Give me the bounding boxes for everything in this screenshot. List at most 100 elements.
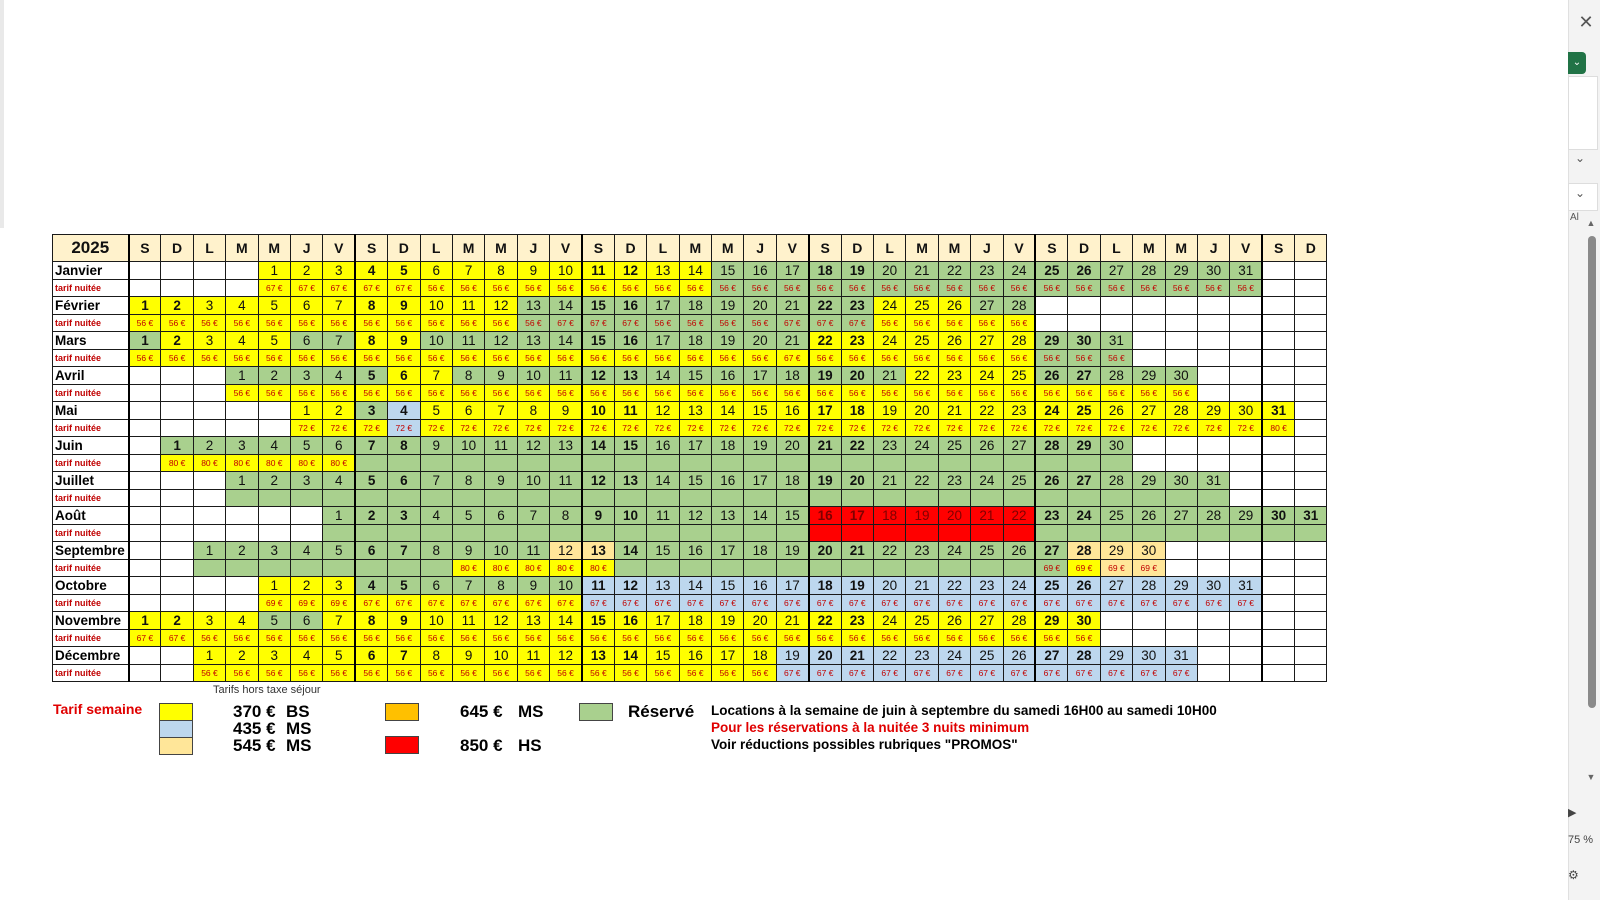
day-cell[interactable]: 10 [580,401,615,420]
day-cell[interactable]: 5 [289,436,324,455]
day-cell[interactable]: 28 [1196,506,1231,525]
day-cell[interactable]: 1 [192,646,227,665]
day-cell[interactable]: 19 [840,576,874,595]
day-cell[interactable]: 8 [419,541,453,560]
day-cell[interactable]: 15 [775,506,810,525]
day-cell[interactable]: 22 [905,366,939,385]
day-cell[interactable]: 29 [1164,261,1198,280]
day-cell[interactable]: 3 [225,436,259,455]
day-cell[interactable]: 16 [775,401,810,420]
day-cell[interactable]: 4 [387,401,421,420]
day-cell[interactable]: 7 [322,296,356,315]
day-cell[interactable]: 25 [1034,261,1069,280]
day-cell[interactable]: 12 [549,646,583,665]
day-cell[interactable]: 30 [1261,506,1296,525]
day-cell[interactable]: 16 [613,331,648,350]
day-cell[interactable]: 25 [970,541,1004,560]
day-cell[interactable]: 3 [289,471,324,490]
day-cell[interactable]: 28 [1132,576,1166,595]
day-cell[interactable]: 17 [775,261,810,280]
day-cell[interactable]: 25 [1099,506,1134,525]
day-cell[interactable]: 17 [646,611,680,630]
day-cell[interactable]: 1 [225,366,259,385]
day-cell[interactable]: 26 [1099,401,1134,420]
day-cell[interactable]: 31 [1229,261,1263,280]
settings-icon[interactable]: ⚙ [1568,868,1579,882]
day-cell[interactable]: 7 [322,331,356,350]
day-cell[interactable]: 28 [1099,471,1134,490]
day-cell[interactable]: 12 [484,296,518,315]
day-cell[interactable]: 30 [1132,541,1166,560]
day-cell[interactable]: 6 [289,611,324,630]
day-cell[interactable]: 18 [678,611,713,630]
day-cell[interactable]: 25 [905,611,939,630]
day-cell[interactable]: 2 [225,646,259,665]
day-cell[interactable]: 6 [354,646,389,665]
day-cell[interactable]: 18 [743,541,777,560]
day-cell[interactable]: 3 [192,331,227,350]
day-cell[interactable]: 11 [580,576,615,595]
day-cell[interactable]: 30 [1196,261,1231,280]
day-cell[interactable]: 12 [613,576,648,595]
day-cell[interactable]: 24 [872,296,907,315]
day-cell[interactable]: 6 [484,506,518,525]
day-cell[interactable]: 20 [905,401,939,420]
day-cell[interactable]: 8 [516,401,551,420]
day-cell[interactable]: 9 [419,436,453,455]
day-cell[interactable]: 12 [484,611,518,630]
day-cell[interactable]: 21 [905,261,939,280]
day-cell[interactable]: 18 [807,576,842,595]
day-cell[interactable]: 11 [516,646,551,665]
day-cell[interactable]: 11 [613,401,648,420]
day-cell[interactable]: 14 [613,541,648,560]
day-cell[interactable]: 4 [289,541,324,560]
day-cell[interactable]: 22 [970,401,1004,420]
day-cell[interactable]: 3 [387,506,421,525]
day-cell[interactable]: 18 [872,506,907,525]
day-cell[interactable]: 5 [322,646,356,665]
day-cell[interactable]: 8 [484,261,518,280]
day-cell[interactable]: 21 [840,646,874,665]
day-cell[interactable]: 13 [516,331,551,350]
day-cell[interactable]: 29 [1034,611,1069,630]
day-cell[interactable]: 20 [840,471,874,490]
day-cell[interactable]: 14 [580,436,615,455]
day-cell[interactable]: 5 [354,471,389,490]
day-cell[interactable]: 26 [937,611,972,630]
day-cell[interactable]: 8 [484,576,518,595]
day-cell[interactable]: 14 [678,576,713,595]
day-cell[interactable]: 8 [354,611,389,630]
day-cell[interactable]: 8 [451,471,486,490]
day-cell[interactable]: 30 [1132,646,1166,665]
day-cell[interactable]: 12 [678,506,713,525]
day-cell[interactable]: 27 [1034,541,1069,560]
day-cell[interactable]: 24 [970,366,1004,385]
day-cell[interactable]: 10 [516,366,551,385]
day-cell[interactable]: 6 [289,296,324,315]
day-cell[interactable]: 31 [1196,471,1231,490]
day-cell[interactable]: 20 [743,331,777,350]
day-cell[interactable]: 11 [451,331,486,350]
day-cell[interactable]: 11 [549,471,583,490]
day-cell[interactable]: 16 [613,611,648,630]
day-cell[interactable]: 8 [419,646,453,665]
day-cell[interactable]: 16 [711,471,745,490]
day-cell[interactable]: 14 [678,261,713,280]
day-cell[interactable]: 3 [192,611,227,630]
day-cell[interactable]: 5 [257,331,291,350]
day-cell[interactable]: 20 [807,646,842,665]
day-cell[interactable]: 11 [451,611,486,630]
day-cell[interactable]: 4 [257,436,291,455]
day-cell[interactable]: 10 [484,646,518,665]
day-cell[interactable]: 24 [937,541,972,560]
day-cell[interactable]: 18 [775,471,810,490]
day-cell[interactable]: 26 [1067,261,1101,280]
day-cell[interactable]: 31 [1099,331,1134,350]
day-cell[interactable]: 10 [419,331,453,350]
day-cell[interactable]: 1 [322,506,356,525]
day-cell[interactable]: 19 [775,541,810,560]
day-cell[interactable]: 17 [678,436,713,455]
day-cell[interactable]: 16 [743,576,777,595]
day-cell[interactable]: 24 [1034,401,1069,420]
day-cell[interactable]: 23 [872,436,907,455]
